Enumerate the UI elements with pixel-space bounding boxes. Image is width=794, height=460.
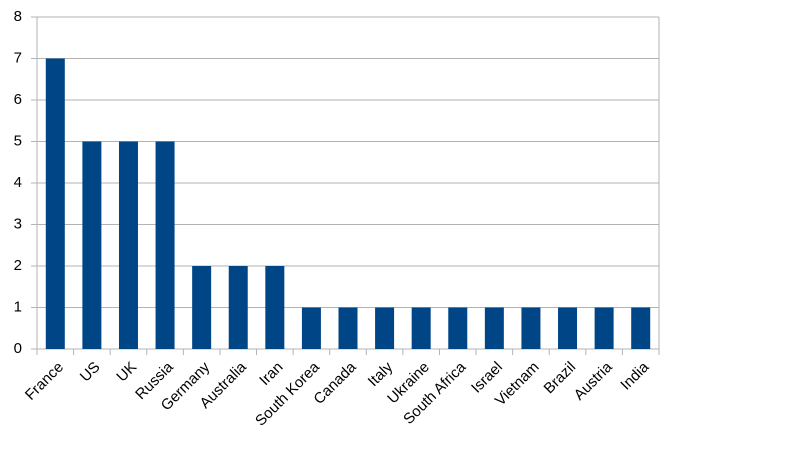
- bar: [82, 141, 102, 349]
- bar: [228, 266, 248, 349]
- y-tick-label: 8: [14, 8, 22, 25]
- x-tick-label: France: [22, 359, 67, 404]
- bar: [411, 307, 431, 349]
- bar: [301, 307, 321, 349]
- x-tick-label: UK: [113, 359, 140, 386]
- y-tick-label: 2: [14, 257, 22, 274]
- bar: [375, 307, 395, 349]
- bar: [594, 307, 614, 349]
- y-tick-label: 6: [14, 91, 22, 108]
- x-tick-label: Iran: [256, 359, 286, 389]
- y-tick-label: 7: [14, 49, 22, 66]
- bar: [484, 307, 504, 349]
- bar: [558, 307, 578, 349]
- x-tick-label: US: [77, 359, 104, 386]
- y-tick-label: 4: [14, 174, 22, 191]
- bar: [155, 141, 175, 349]
- bar: [192, 266, 212, 349]
- x-tick-label: Italy: [365, 358, 397, 390]
- bar: [338, 307, 358, 349]
- bar: [45, 58, 65, 349]
- y-tick-label: 1: [14, 298, 22, 315]
- bar: [448, 307, 468, 349]
- bar: [521, 307, 541, 349]
- y-tick-label: 3: [14, 215, 22, 232]
- y-tick-label: 0: [14, 340, 22, 357]
- bar: [265, 266, 285, 349]
- x-tick-label: India: [617, 358, 652, 393]
- bar: [118, 141, 138, 349]
- x-tick-label: Austria: [571, 358, 616, 403]
- bar: [631, 307, 651, 349]
- y-tick-label: 5: [14, 132, 22, 149]
